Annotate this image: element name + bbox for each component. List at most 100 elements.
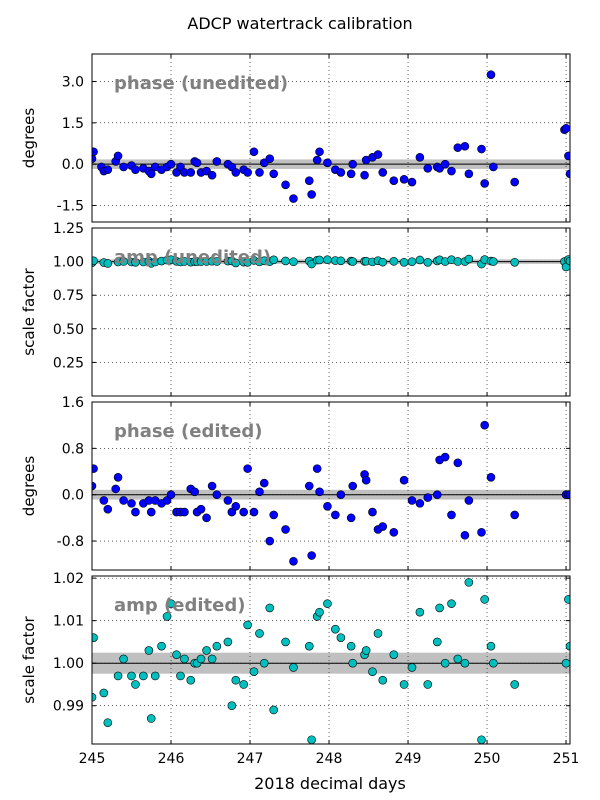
data-point [440, 159, 450, 169]
data-points [92, 578, 570, 744]
y-tick-label: 0.75 [53, 288, 84, 304]
plot-frame [91, 401, 571, 571]
data-points [92, 420, 570, 566]
y-tick-label: 0.99 [53, 699, 84, 715]
data-point [231, 501, 241, 511]
data-point [415, 607, 425, 617]
data-point [423, 163, 433, 173]
data-point [336, 168, 346, 177]
data-point [186, 168, 196, 177]
data-point [464, 496, 474, 505]
data-point [255, 487, 264, 497]
data-point [243, 464, 252, 473]
data-point [212, 490, 222, 499]
data-point [265, 536, 275, 546]
y-tick-label: 0.25 [53, 355, 84, 371]
data-point [561, 658, 570, 668]
y-axis-label: scale factor [20, 267, 38, 355]
data-point [453, 654, 463, 664]
data-point [166, 599, 176, 608]
data-point [180, 507, 189, 517]
data-point [361, 475, 371, 485]
panel-title: amp (edited) [114, 595, 245, 616]
data-point [269, 510, 279, 520]
data-points [92, 70, 570, 203]
data-point [127, 499, 136, 508]
data-point [103, 165, 113, 174]
data-point [304, 641, 314, 651]
data-point [440, 452, 450, 462]
data-point [510, 510, 519, 520]
data-point [486, 70, 496, 79]
x-tick-label: 246 [158, 751, 185, 767]
data-point [259, 658, 269, 668]
data-point [348, 658, 358, 668]
data-point [131, 507, 140, 517]
data-point [510, 680, 519, 689]
data-point [378, 257, 388, 267]
data-point [166, 159, 176, 169]
data-point [477, 735, 486, 744]
y-tick-label: 1.5 [62, 116, 84, 132]
data-point [564, 595, 570, 604]
data-point [92, 147, 98, 157]
data-point [231, 675, 241, 685]
data-points [92, 254, 570, 272]
y-axis-label: degrees [20, 108, 38, 169]
data-point [249, 147, 259, 157]
data-point [92, 633, 98, 642]
data-point [315, 255, 324, 265]
data-point [127, 671, 136, 681]
data-point [331, 510, 340, 520]
data-point [460, 530, 470, 540]
data-point [265, 603, 275, 613]
data-point [157, 641, 166, 651]
data-point [172, 650, 181, 659]
data-point [323, 501, 332, 511]
y-axis-label: degrees [20, 456, 38, 517]
data-point [432, 490, 442, 499]
data-point [243, 620, 252, 630]
subplot-3: 1.6 0.8 0.0 -0.8 phase (edited) degrees [20, 395, 571, 571]
data-point [249, 667, 259, 676]
data-point [113, 151, 123, 161]
panel-title: phase (unedited) [114, 73, 288, 94]
data-point [315, 607, 324, 617]
x-tick-label: 245 [79, 751, 106, 767]
data-point [489, 257, 498, 266]
y-tick-label: 1.02 [53, 571, 84, 587]
data-point [447, 510, 456, 520]
data-point [166, 490, 176, 499]
x-tick-label: 250 [474, 751, 501, 767]
data-point [186, 675, 196, 685]
data-point [447, 166, 456, 176]
data-point [346, 169, 356, 179]
data-point [315, 147, 324, 157]
data-point [92, 256, 98, 266]
data-point [207, 170, 217, 180]
data-point [489, 162, 498, 172]
data-point [399, 475, 409, 485]
data-point [480, 179, 489, 188]
data-point [103, 504, 113, 514]
data-point [336, 633, 346, 642]
data-point [323, 255, 332, 265]
data-point [432, 637, 442, 647]
data-point [207, 481, 217, 491]
data-point [249, 507, 259, 517]
data-point [312, 155, 322, 165]
data-point [212, 157, 222, 166]
data-point [269, 255, 279, 265]
data-point [407, 177, 417, 187]
data-point [150, 671, 160, 681]
data-point [113, 671, 123, 681]
data-point [373, 629, 383, 638]
data-point [346, 513, 356, 523]
data-point [373, 150, 383, 159]
data-point [323, 599, 332, 608]
subplots: 3.0 1.5 0.0 -1.5 phase (unedited) degrees 1.25… [20, 53, 579, 767]
plot-frame [91, 227, 571, 397]
data-point [378, 168, 388, 177]
data-point [131, 680, 140, 689]
